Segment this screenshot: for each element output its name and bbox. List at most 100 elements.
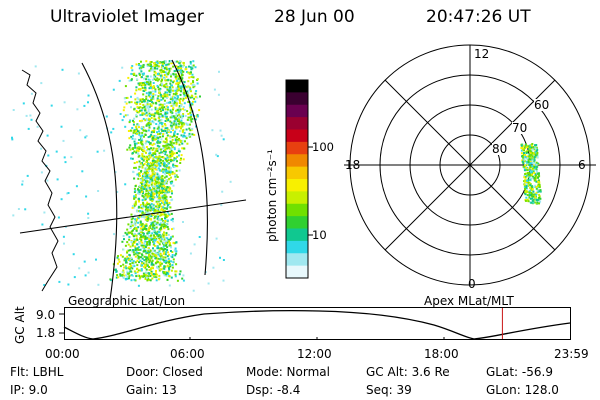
emission-pixel: [43, 284, 46, 286]
oval-pixel: [536, 148, 539, 151]
emission-pixel: [182, 64, 185, 67]
emission-pixel: [112, 88, 115, 91]
colorbar-tick-10: 10: [312, 228, 327, 242]
emission-pixel: [137, 197, 140, 200]
emission-pixel: [179, 93, 182, 96]
emission-pixel: [145, 252, 148, 255]
emission-pixel: [122, 276, 125, 279]
oval-pixel: [531, 148, 534, 151]
emission-pixel: [135, 151, 138, 154]
emission-pixel: [149, 100, 151, 102]
emission-pixel: [174, 60, 177, 63]
emission-pixel: [163, 227, 166, 230]
emission-pixel: [127, 76, 130, 79]
emission-pixel: [175, 250, 178, 253]
emission-pixel: [165, 179, 168, 182]
emission-pixel: [173, 116, 176, 119]
emission-pixel: [141, 207, 144, 210]
emission-pixel: [183, 88, 186, 91]
lat-label-60: 60: [534, 98, 550, 112]
emission-pixel: [60, 125, 63, 128]
emission-pixel: [115, 276, 118, 279]
emission-pixel: [141, 176, 144, 179]
oval-pixel: [531, 168, 534, 171]
altitude-axis-label: GC Alt: [13, 306, 27, 344]
emission-pixel: [166, 96, 168, 99]
emission-pixel: [160, 98, 163, 101]
colorbar-cell: [286, 92, 308, 106]
emission-pixel: [142, 149, 145, 152]
emission-pixel: [167, 244, 170, 247]
emission-pixel: [123, 106, 126, 109]
emission-pixel: [160, 156, 163, 159]
status-seq: Seq: 39: [366, 383, 412, 397]
emission-pixel: [174, 273, 177, 276]
emission-pixel: [152, 198, 155, 201]
emission-pixel: [175, 169, 178, 172]
emission-pixel: [149, 249, 152, 252]
emission-pixel: [152, 137, 155, 139]
emission-pixel: [152, 175, 155, 178]
oval-pixel: [528, 169, 531, 172]
emission-pixel: [166, 170, 169, 173]
emission-pixel: [172, 241, 175, 244]
emission-pixel: [136, 96, 139, 99]
emission-pixel: [182, 128, 185, 131]
emission-pixel: [156, 223, 159, 226]
emission-pixel: [153, 220, 156, 223]
emission-pixel: [195, 90, 198, 93]
emission-pixel: [154, 232, 157, 235]
oval-pixel: [531, 143, 534, 145]
oval-pixel: [532, 190, 535, 193]
emission-pixel: [142, 250, 145, 253]
emission-pixel: [142, 83, 145, 86]
emission-pixel: [169, 196, 172, 198]
emission-pixel: [176, 138, 179, 141]
emission-pixel: [133, 191, 136, 193]
oval-pixel: [527, 173, 530, 176]
emission-pixel: [191, 127, 194, 130]
emission-pixel: [66, 192, 69, 195]
emission-pixel: [129, 264, 132, 267]
emission-pixel: [149, 221, 152, 224]
colorbar-cell: [286, 228, 308, 242]
oval-pixel: [524, 173, 527, 175]
emission-pixel: [154, 156, 157, 158]
emission-pixel: [135, 132, 138, 135]
oval-pixel: [539, 190, 542, 193]
emission-pixel: [136, 238, 139, 241]
emission-pixel: [189, 111, 192, 114]
emission-pixel: [158, 234, 161, 237]
emission-pixel: [190, 90, 192, 93]
oval-pixel: [529, 161, 532, 164]
emission-pixel: [149, 91, 152, 94]
emission-pixel: [167, 213, 170, 216]
emission-pixel: [161, 198, 164, 200]
time-tick-1800: 18:00: [424, 347, 459, 361]
emission-pixel: [177, 96, 179, 99]
emission-pixel: [164, 71, 167, 74]
emission-pixel: [158, 169, 161, 172]
emission-pixel: [161, 187, 164, 190]
emission-pixel: [161, 182, 164, 185]
emission-pixel: [137, 284, 140, 287]
emission-pixel: [161, 179, 164, 182]
emission-pixel: [156, 181, 159, 184]
emission-pixel: [144, 225, 147, 228]
emission-pixel: [142, 265, 145, 268]
emission-pixel: [152, 162, 155, 165]
emission-pixel: [141, 212, 144, 215]
emission-pixel: [146, 106, 149, 109]
emission-pixel: [70, 156, 73, 159]
emission-pixel: [185, 85, 188, 88]
emission-pixel: [154, 272, 157, 275]
emission-pixel: [166, 166, 169, 169]
emission-pixel: [132, 119, 134, 122]
emission-pixel: [159, 89, 161, 92]
emission-pixel: [163, 167, 166, 170]
emission-pixel: [161, 218, 163, 220]
emission-pixel: [185, 137, 188, 140]
oval-pixel: [537, 183, 540, 186]
emission-pixel: [83, 104, 86, 107]
emission-pixel: [157, 111, 160, 114]
